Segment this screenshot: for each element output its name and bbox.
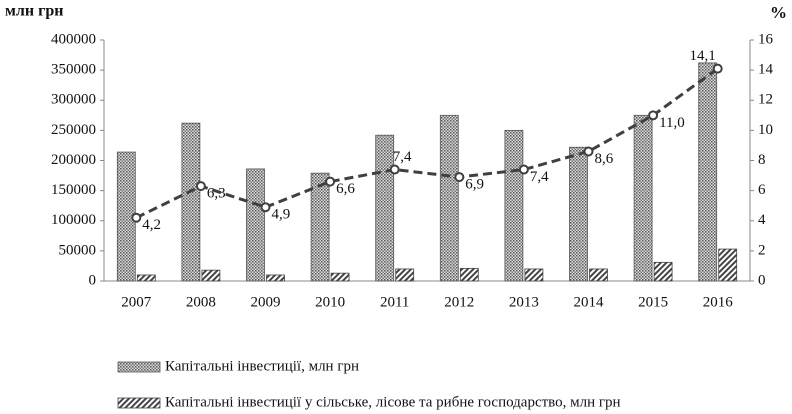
legend-label: Капітальні інвестиції у сільське, лісове… xyxy=(165,394,621,410)
x-tick-label: 2014 xyxy=(574,294,605,310)
bar xyxy=(266,274,285,282)
x-tick-label: 2015 xyxy=(638,294,668,310)
y2-tick-label: 6 xyxy=(758,182,766,198)
y-tick-label: 350000 xyxy=(51,62,96,78)
bar xyxy=(524,268,544,282)
data-label: 11,0 xyxy=(659,115,685,131)
bar xyxy=(246,168,265,282)
x-tick-label: 2008 xyxy=(186,294,216,310)
data-label: 7,4 xyxy=(530,169,549,185)
y2-tick-label: 16 xyxy=(758,31,774,47)
y2-tick-label: 4 xyxy=(758,212,766,228)
bar xyxy=(439,114,459,282)
bar xyxy=(375,134,395,282)
line-marker xyxy=(195,181,206,192)
legend-swatch xyxy=(117,397,161,409)
line-marker xyxy=(583,146,594,157)
line-marker xyxy=(325,176,336,187)
bar xyxy=(589,268,608,282)
line-marker xyxy=(131,212,142,223)
bar xyxy=(718,248,738,282)
line-marker xyxy=(518,164,529,175)
data-label: 4,2 xyxy=(142,217,161,233)
x-tick-label: 2013 xyxy=(509,294,539,310)
data-label: 14,1 xyxy=(689,48,715,64)
data-label: 6,9 xyxy=(465,177,484,193)
bar xyxy=(653,261,673,282)
x-tick-label: 2011 xyxy=(380,294,409,310)
bar xyxy=(201,269,221,282)
y-axis-label: млн грн xyxy=(5,3,63,20)
bar xyxy=(633,114,653,282)
y-tick-label: 400000 xyxy=(51,31,96,47)
bar xyxy=(504,129,524,282)
y2-tick-label: 10 xyxy=(758,122,773,138)
y-tick-label: 150000 xyxy=(51,182,96,198)
legend-label: Капітальні інвестиції, млн грн xyxy=(165,358,359,374)
y2-tick-label: 2 xyxy=(758,242,766,258)
x-tick-label: 2007 xyxy=(121,294,152,310)
line-marker xyxy=(712,63,723,74)
y2-tick-label: 14 xyxy=(758,62,774,78)
line-marker xyxy=(389,164,400,175)
y-tick-label: 0 xyxy=(89,272,97,288)
y2-tick-label: 8 xyxy=(758,152,766,168)
data-label: 6,6 xyxy=(336,181,355,197)
y2-axis-label: % xyxy=(770,3,787,22)
data-label: 7,4 xyxy=(393,149,412,165)
x-tick-label: 2016 xyxy=(703,294,734,310)
data-label: 4,9 xyxy=(272,207,291,223)
line-marker xyxy=(260,202,271,213)
bar xyxy=(136,274,156,282)
bar xyxy=(569,146,588,282)
line-marker xyxy=(648,110,659,121)
bar xyxy=(181,122,201,282)
line xyxy=(135,67,719,220)
bar xyxy=(395,268,415,282)
y-tick-label: 200000 xyxy=(51,152,96,168)
y-tick-label: 300000 xyxy=(51,92,96,108)
data-label: 8,6 xyxy=(595,151,614,167)
x-tick-label: 2012 xyxy=(444,294,474,310)
bar xyxy=(459,267,479,282)
bar xyxy=(310,172,330,282)
x-tick-label: 2010 xyxy=(315,294,345,310)
y2-tick-label: 0 xyxy=(758,272,766,288)
y2-tick-label: 12 xyxy=(758,92,773,108)
data-label: 6,3 xyxy=(207,186,226,202)
legend-swatch xyxy=(117,361,161,373)
bar xyxy=(698,62,718,282)
y-tick-label: 50000 xyxy=(59,242,97,258)
y-tick-label: 250000 xyxy=(51,122,96,138)
x-tick-label: 2009 xyxy=(251,294,281,310)
line-marker xyxy=(454,172,465,183)
y-tick-label: 100000 xyxy=(51,212,96,228)
bar xyxy=(330,272,350,282)
